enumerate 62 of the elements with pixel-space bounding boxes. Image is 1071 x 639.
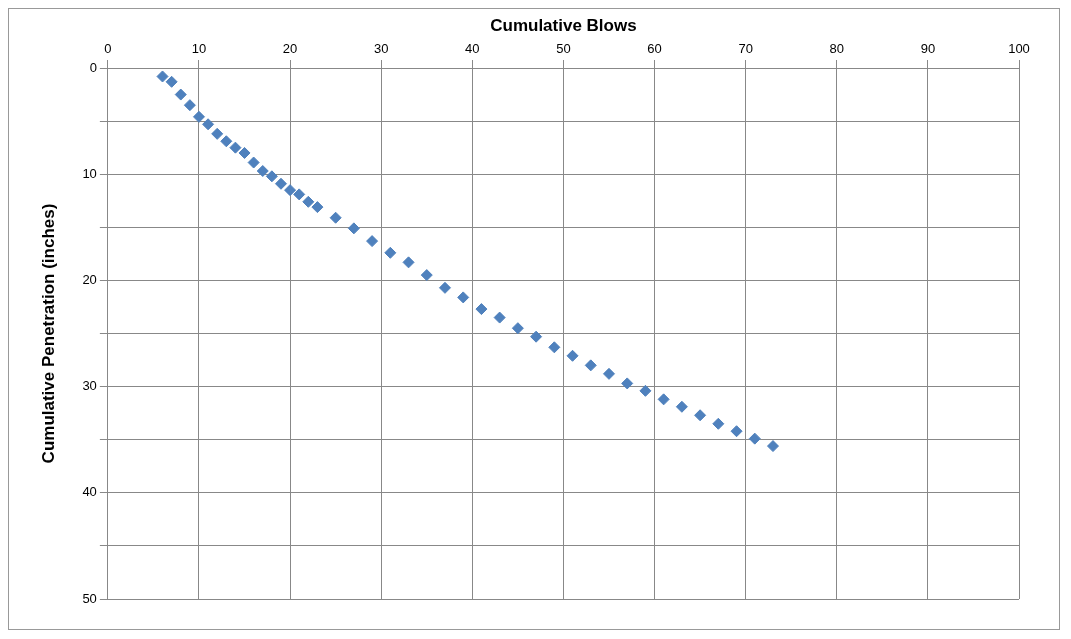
point xyxy=(156,70,169,83)
point xyxy=(675,400,688,413)
y-tick-label: 20 xyxy=(82,271,97,287)
x-tick-label: 30 xyxy=(373,40,389,56)
point xyxy=(493,311,506,324)
point xyxy=(530,330,543,343)
x-tick-label: 70 xyxy=(738,40,753,56)
point xyxy=(265,170,278,183)
point xyxy=(229,141,242,154)
point xyxy=(202,118,215,131)
y-tick-label: 0 xyxy=(89,59,97,75)
point xyxy=(256,165,269,178)
point xyxy=(402,256,415,269)
point xyxy=(174,88,187,101)
point xyxy=(247,156,260,169)
point xyxy=(211,127,224,140)
point xyxy=(730,425,743,438)
x-tick-label: 100 xyxy=(1008,40,1030,56)
x-tick-label: 60 xyxy=(647,40,662,56)
point xyxy=(293,188,306,201)
point xyxy=(748,432,761,445)
point xyxy=(238,146,251,159)
point xyxy=(366,235,379,248)
point xyxy=(220,135,233,148)
point xyxy=(384,246,397,259)
x-tick-label: 40 xyxy=(465,40,480,56)
point xyxy=(311,201,324,214)
x-tick-label: 90 xyxy=(920,40,936,56)
point xyxy=(566,349,579,362)
point xyxy=(584,359,597,372)
point xyxy=(639,384,652,397)
point xyxy=(602,367,615,380)
point xyxy=(438,281,451,294)
point xyxy=(329,211,342,224)
point xyxy=(284,184,297,197)
point xyxy=(192,110,205,123)
point xyxy=(511,322,524,335)
y-tick-label: 10 xyxy=(82,165,97,181)
x-tick-label: 80 xyxy=(829,40,845,56)
point xyxy=(657,393,670,406)
point xyxy=(457,291,470,304)
point xyxy=(183,99,196,112)
y-axis-title: Cumulative Penetration (inches) xyxy=(38,203,58,464)
point xyxy=(766,440,779,453)
point xyxy=(712,417,725,430)
x-tick-label: 0 xyxy=(104,40,112,56)
point xyxy=(347,222,360,235)
y-tick-label: 40 xyxy=(82,484,97,500)
point xyxy=(548,341,561,354)
x-tick-label: 20 xyxy=(282,40,298,56)
y-tick-label: 50 xyxy=(82,590,97,606)
x-tick-label: 50 xyxy=(556,40,571,56)
point xyxy=(302,195,315,208)
point xyxy=(274,177,287,190)
point xyxy=(420,269,433,282)
point xyxy=(694,409,707,422)
point xyxy=(475,303,488,316)
point xyxy=(165,75,178,88)
point xyxy=(621,377,634,390)
x-tick-label: 10 xyxy=(191,40,207,56)
x-axis-title: Cumulative Blows xyxy=(490,15,637,35)
y-tick-label: 30 xyxy=(82,378,97,394)
